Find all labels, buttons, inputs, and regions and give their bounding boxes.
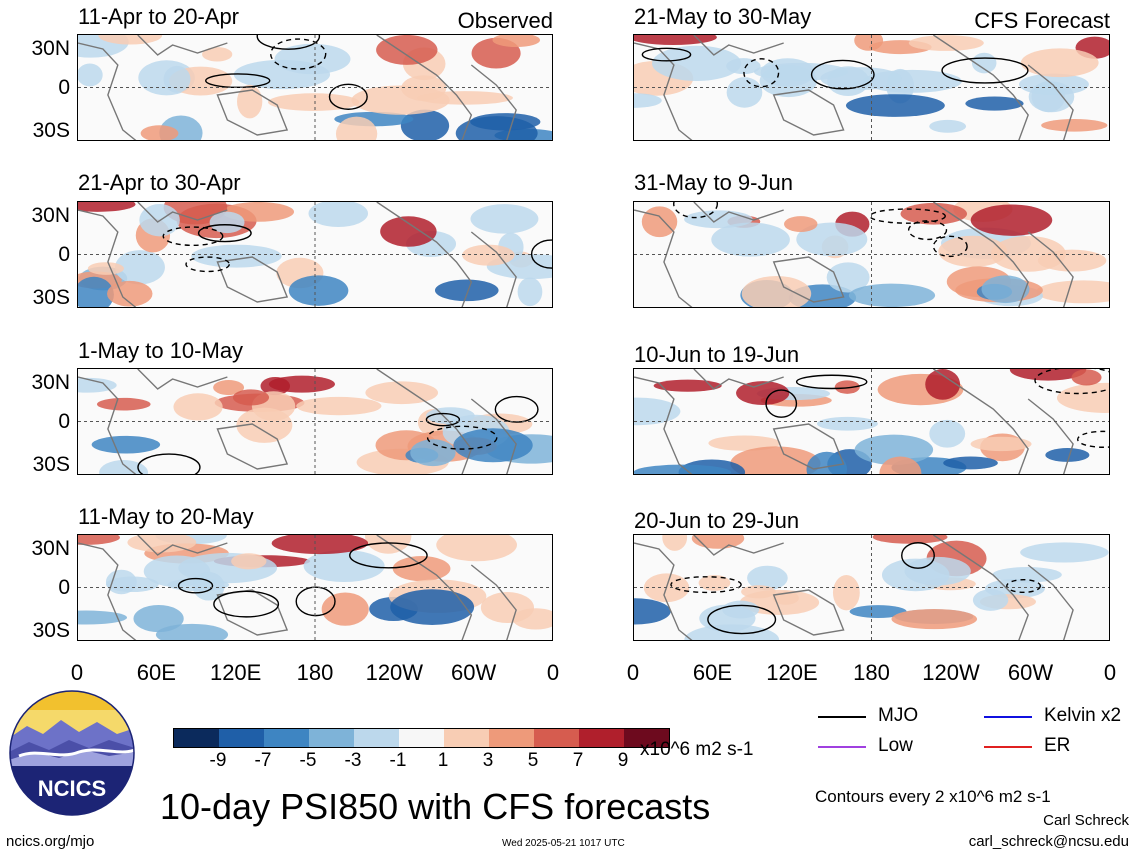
colorbar-tick-label: 9 — [617, 750, 629, 771]
legend-kelvin-label: Kelvin x2 — [1044, 705, 1122, 726]
longitude-label: 120W — [922, 660, 980, 685]
colorbar-cell — [174, 729, 219, 747]
colorbar-tick-label: -3 — [344, 750, 362, 771]
latitude-label: 30N — [31, 204, 70, 227]
panel-title-8: 20-Jun to 29-Jun — [634, 508, 800, 533]
cfs-forecast-label: CFS Forecast — [974, 8, 1110, 33]
colorbar-cell — [264, 729, 309, 747]
map-panel-5 — [633, 34, 1110, 141]
longitude-label: 60E — [136, 660, 176, 685]
colorbar-tick-label: 1 — [437, 750, 449, 771]
colorbar-cell — [489, 729, 534, 747]
latitude-label: 30S — [32, 119, 70, 142]
colorbar-tick-label: 7 — [572, 750, 584, 771]
latitude-label: 30S — [32, 286, 70, 309]
longitude-label: 180 — [296, 660, 334, 685]
legend-kelvin-line — [984, 716, 1032, 718]
colorbar-units: x10^6 m2 s-1 — [640, 739, 754, 760]
colorbar-tick-label: -1 — [389, 750, 407, 771]
longitude-label: 0 — [70, 660, 84, 685]
author-email[interactable]: carl_schreck@ncsu.edu — [968, 833, 1129, 850]
colorbar-cell — [624, 729, 669, 747]
map-panel-7 — [633, 368, 1110, 475]
colorbar-tick-label: -5 — [299, 750, 317, 771]
panel-title-1: 11-Apr to 20-Apr — [78, 4, 240, 29]
contours-note: Contours every 2 x10^6 m2 s-1 — [815, 787, 1051, 806]
panel-title-4: 11-May to 20-May — [78, 504, 254, 529]
map-panel-1 — [77, 34, 553, 141]
main-title: 10-day PSI850 with CFS forecasts — [160, 786, 711, 827]
observed-label: Observed — [457, 8, 553, 33]
colorbar-cell — [444, 729, 489, 747]
longitude-label: 0 — [546, 660, 560, 685]
legend-er-label: ER — [1044, 735, 1071, 756]
colorbar-tick-label: 3 — [482, 750, 494, 771]
timestamp: Wed 2025-05-21 1017 UTC — [502, 838, 625, 849]
panel-title-3: 1-May to 10-May — [78, 338, 244, 363]
map-panel-6 — [633, 201, 1110, 308]
latitude-label: 30N — [31, 537, 70, 560]
author-name: Carl Schreck — [1043, 812, 1129, 829]
colorbar-cell — [309, 729, 354, 747]
legend-mjo-label: MJO — [878, 705, 919, 726]
colorbar-cell — [579, 729, 624, 747]
panel-title-6: 31-May to 9-Jun — [634, 170, 793, 195]
latitude-label: 30N — [31, 37, 70, 60]
longitude-label: 120E — [209, 660, 262, 685]
panel-title-5: 21-May to 30-May — [634, 4, 812, 29]
legend-low-line — [818, 746, 866, 748]
colorbar-tick-label: 5 — [527, 750, 539, 771]
colorbar-cell — [354, 729, 399, 747]
site-link[interactable]: ncics.org/mjo — [6, 833, 95, 850]
longitude-label: 180 — [853, 660, 890, 685]
colorbar — [173, 728, 670, 748]
ncics-logo: NCICS — [9, 690, 135, 816]
longitude-label: 60E — [692, 660, 733, 685]
colorbar-tick-label: -7 — [254, 750, 272, 771]
latitude-label: 30N — [31, 371, 70, 394]
longitude-label: 120E — [766, 660, 818, 685]
legend-low-label: Low — [878, 735, 913, 756]
latitude-label: 0 — [58, 243, 70, 266]
colorbar-cell — [219, 729, 264, 747]
latitude-label: 30S — [32, 619, 70, 642]
latitude-label: 0 — [58, 410, 70, 433]
colorbar-tick-label: -9 — [209, 750, 227, 771]
panel-title-7: 10-Jun to 19-Jun — [634, 342, 800, 367]
latitude-label: 0 — [58, 76, 70, 99]
longitude-label: 120W — [365, 660, 424, 685]
longitude-label: 60W — [1007, 660, 1054, 685]
map-panel-8 — [633, 534, 1110, 641]
colorbar-cell — [399, 729, 444, 747]
legend-mjo-line — [818, 716, 866, 718]
map-panel-2 — [77, 201, 553, 308]
map-panel-3 — [77, 368, 553, 475]
logo-text: NCICS — [38, 776, 106, 801]
longitude-label: 60W — [451, 660, 497, 685]
legend-er-line — [984, 746, 1032, 748]
longitude-label: 0 — [1103, 660, 1117, 685]
longitude-label: 0 — [626, 660, 640, 685]
map-panel-4 — [77, 534, 553, 641]
panel-title-2: 21-Apr to 30-Apr — [78, 170, 241, 195]
latitude-label: 30S — [32, 453, 70, 476]
latitude-label: 0 — [58, 576, 70, 599]
colorbar-cell — [534, 729, 579, 747]
